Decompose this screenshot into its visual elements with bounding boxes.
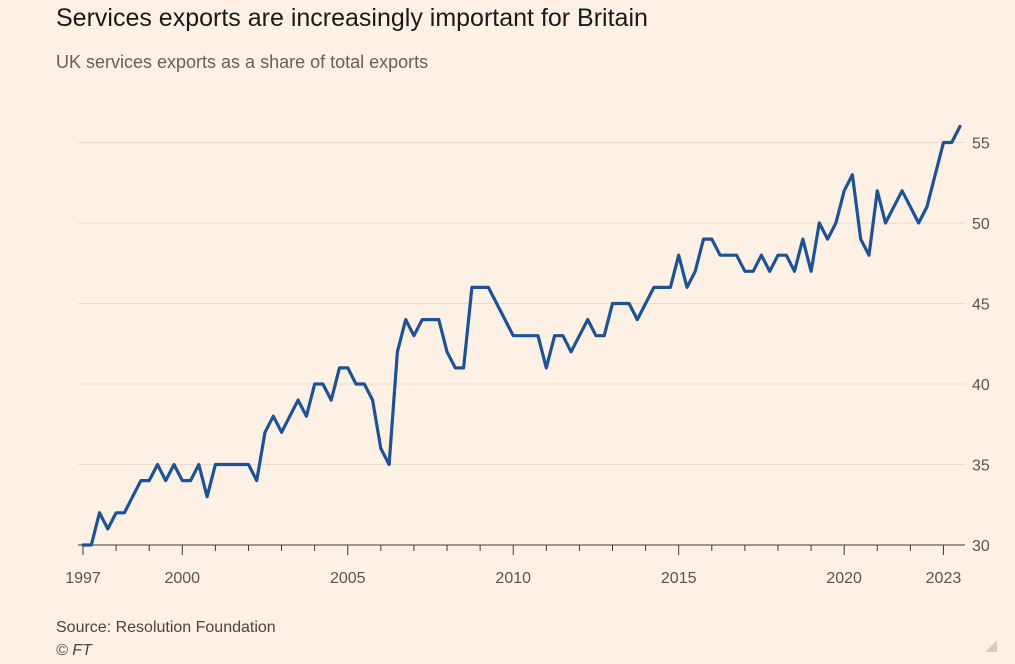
y-tick-label-55: 55 [972, 136, 990, 153]
chart-title: Services exports are increasingly import… [56, 4, 648, 32]
x-tick-label-1997: 1997 [65, 570, 101, 587]
y-tick-label-30: 30 [972, 538, 990, 555]
gridlines [78, 142, 965, 465]
x-axis: 1997 2000 2005 2010 2015 2020 2023 [65, 544, 965, 587]
source-note: Source: Resolution Foundation [56, 619, 276, 636]
x-tick-label-2010: 2010 [495, 570, 531, 587]
chart-subtitle: UK services exports as a share of total … [56, 52, 429, 72]
x-tick-label-2020: 2020 [826, 570, 862, 587]
y-tick-label-50: 50 [972, 216, 990, 233]
series-line-0 [81, 124, 962, 547]
resize-handle-icon[interactable] [985, 640, 997, 652]
copyright-note: © FT [56, 642, 92, 659]
x-tick-label-2023: 2023 [926, 570, 962, 587]
series-layer [81, 124, 962, 547]
x-tick-label-2000: 2000 [164, 570, 200, 587]
y-tick-label-35: 35 [972, 458, 990, 475]
x-tick-label-2015: 2015 [661, 570, 697, 587]
y-axis: 30 35 40 45 50 55 [972, 136, 990, 556]
y-tick-label-45: 45 [972, 297, 990, 314]
y-tick-label-40: 40 [972, 377, 990, 394]
x-tick-label-2005: 2005 [330, 570, 366, 587]
